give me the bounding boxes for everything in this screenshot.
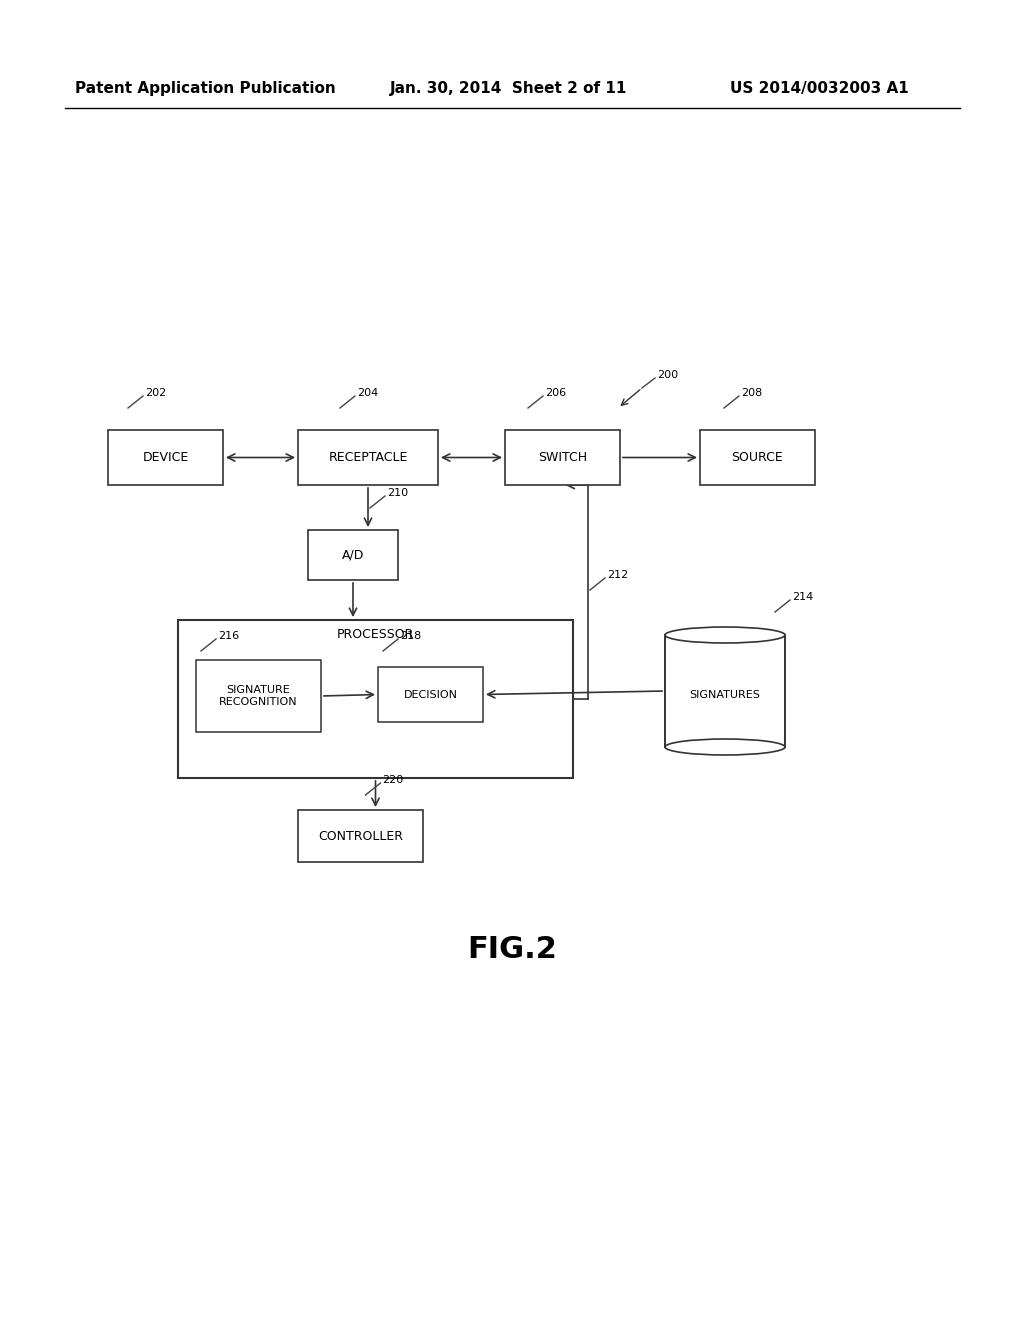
Text: SIGNATURES: SIGNATURES bbox=[689, 690, 761, 700]
Text: Jan. 30, 2014  Sheet 2 of 11: Jan. 30, 2014 Sheet 2 of 11 bbox=[390, 81, 628, 95]
Text: PROCESSOR: PROCESSOR bbox=[337, 627, 414, 640]
Bar bbox=[196, 660, 321, 733]
Text: SWITCH: SWITCH bbox=[538, 451, 587, 465]
Bar bbox=[505, 430, 620, 484]
Bar bbox=[700, 430, 815, 484]
Text: A/D: A/D bbox=[342, 549, 365, 561]
Text: DEVICE: DEVICE bbox=[142, 451, 188, 465]
Text: SOURCE: SOURCE bbox=[731, 451, 783, 465]
Text: 218: 218 bbox=[400, 631, 421, 642]
Bar bbox=[378, 667, 483, 722]
Text: RECEPTACLE: RECEPTACLE bbox=[329, 451, 408, 465]
Ellipse shape bbox=[665, 627, 785, 643]
Text: 206: 206 bbox=[545, 388, 566, 399]
Text: 200: 200 bbox=[657, 370, 678, 380]
Bar bbox=[108, 430, 223, 484]
Text: FIG.2: FIG.2 bbox=[467, 936, 557, 965]
Bar bbox=[298, 810, 423, 862]
Text: 210: 210 bbox=[387, 488, 409, 498]
Text: 208: 208 bbox=[741, 388, 762, 399]
Text: DECISION: DECISION bbox=[403, 689, 458, 700]
Text: Patent Application Publication: Patent Application Publication bbox=[75, 81, 336, 95]
Bar bbox=[308, 531, 398, 579]
Bar bbox=[178, 620, 573, 777]
Ellipse shape bbox=[665, 739, 785, 755]
Text: 214: 214 bbox=[792, 591, 813, 602]
Text: US 2014/0032003 A1: US 2014/0032003 A1 bbox=[730, 81, 908, 95]
Text: CONTROLLER: CONTROLLER bbox=[318, 829, 403, 842]
Bar bbox=[298, 430, 438, 484]
Text: 204: 204 bbox=[357, 388, 378, 399]
Bar bbox=[665, 635, 785, 747]
Text: 212: 212 bbox=[607, 570, 629, 579]
Text: 202: 202 bbox=[145, 388, 166, 399]
Text: 216: 216 bbox=[218, 631, 240, 642]
Text: 220: 220 bbox=[383, 775, 403, 785]
Text: SIGNATURE
RECOGNITION: SIGNATURE RECOGNITION bbox=[219, 685, 298, 706]
